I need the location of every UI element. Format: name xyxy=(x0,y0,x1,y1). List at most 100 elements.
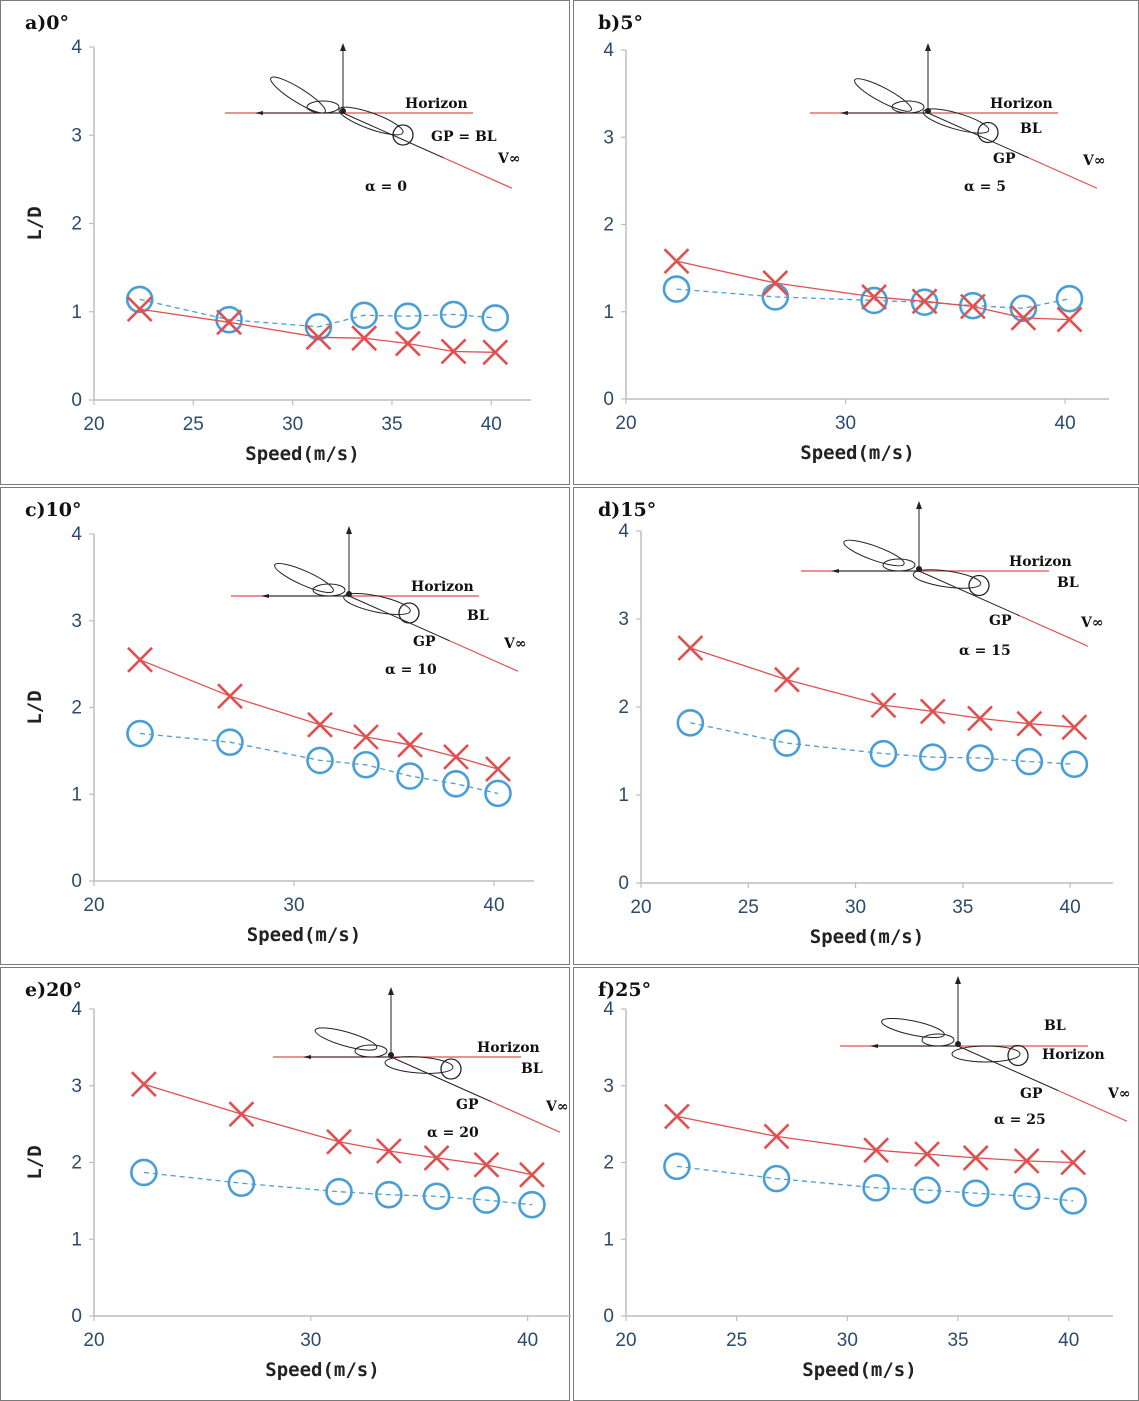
y-tick-label: 0 xyxy=(603,389,614,410)
cross-marker xyxy=(425,1146,449,1170)
panel-title: a)0° xyxy=(25,12,69,34)
y-tick-label: 4 xyxy=(71,524,82,545)
cross-marker xyxy=(486,757,510,781)
y-tick-label: 3 xyxy=(603,1076,614,1097)
circle-marker xyxy=(774,731,799,756)
y-tick-label: 3 xyxy=(603,127,614,148)
chart-svg: 0123420 30 40Speed(m/s)L/De)20°HorizonBLGP… xyxy=(1,968,571,1401)
wing-ellipse xyxy=(921,104,991,138)
cross-marker xyxy=(665,1104,689,1128)
circle-marker xyxy=(664,277,689,302)
ball-icon xyxy=(441,1059,461,1079)
y-axis-label: L/D xyxy=(24,1145,46,1179)
circle-marker xyxy=(444,771,469,796)
cross-marker xyxy=(327,1130,351,1154)
cross-marker xyxy=(921,699,945,723)
diagram-label: V∞ xyxy=(1080,615,1104,631)
attitude-diagram: BL Horizon GP V∞ α = 25 xyxy=(840,976,1131,1128)
circle-marker xyxy=(327,1179,352,1204)
panel-title: c)10° xyxy=(25,499,82,521)
y-axis-label: L/D xyxy=(24,206,46,240)
chart-svg: 0 1 2 3 4 20 25 30 35 40 Speed(m/s) f)25° BL Horizon G… xyxy=(574,968,1139,1401)
body-ellipse xyxy=(355,1045,387,1057)
y-tick-label: 1 xyxy=(71,302,82,323)
diagram-label: Horizon xyxy=(990,96,1053,112)
pivot-dot xyxy=(955,1041,961,1047)
arrow-left-icon xyxy=(261,594,269,598)
diagram-label: α = 25 xyxy=(994,1112,1046,1128)
y-tick-label: 1 xyxy=(603,1229,614,1250)
wing-ellipse xyxy=(272,559,336,598)
panel-title: d)15° xyxy=(598,499,656,521)
diagram-label: V∞ xyxy=(497,151,521,167)
circle-marker xyxy=(483,305,508,330)
x-tick-label: 20 xyxy=(630,897,651,918)
glide-path-line xyxy=(919,571,1019,616)
diagram-label: BL xyxy=(1044,1018,1066,1034)
x-axis-label: Speed(m/s) xyxy=(247,924,361,946)
body-ellipse xyxy=(307,101,339,113)
chart-panel-3: 0 1 2 3 4 20 30 40 Speed(m/s) L/D c)10° Horizon BL GP… xyxy=(0,487,570,965)
pivot-dot xyxy=(388,1052,394,1058)
x-tick-label: 20 xyxy=(615,1330,636,1351)
cross-marker xyxy=(664,249,688,273)
panel-title: e)20° xyxy=(25,979,82,1001)
y-axis-label: L/D xyxy=(24,690,46,724)
wing-ellipse xyxy=(952,1046,1020,1062)
diagram-label: α = 10 xyxy=(385,662,437,678)
cross-marker xyxy=(871,693,895,717)
chart-svg: 0123420 30 40Speed(m/s)L/Dc)10°HorizonBLGP… xyxy=(1,488,571,966)
chart-panel-5: 0 1 2 3 4 20 30 40 Speed(m/s) L/D e)20° Horizon BL GP… xyxy=(0,967,570,1401)
x-tick-label: 25 xyxy=(183,414,204,435)
cross-marker xyxy=(396,332,420,356)
chart-svg: 0123420 25 30 35 40Speed(m/s)d)15°HorizonBLG… xyxy=(574,488,1139,966)
cross-marker xyxy=(678,636,702,660)
diagram-label: α = 0 xyxy=(365,179,407,195)
cross-marker xyxy=(308,713,332,737)
pivot-dot xyxy=(916,566,922,572)
y-tick-label: 2 xyxy=(71,214,82,235)
x-tick-label: 30 xyxy=(283,895,304,916)
y-tick-label: 1 xyxy=(71,1229,82,1250)
airflow-line xyxy=(1019,616,1088,647)
body-ellipse xyxy=(313,584,345,596)
x-tick-label: 40 xyxy=(481,414,502,435)
y-tick-label: 4 xyxy=(618,521,629,542)
arrow-up-icon xyxy=(388,987,394,995)
cross-marker xyxy=(132,1072,156,1096)
chart-panel-2: 0 1 2 3 4 20 30 40 Speed(m/s) b)5° Horizon BL GP V∞ α … xyxy=(573,0,1139,485)
y-tick-label: 0 xyxy=(618,873,629,894)
chart-svg: 0123420 30 40Speed(m/s)b)5°HorizonBLGP V∞α … xyxy=(574,1,1139,486)
cross-marker xyxy=(218,684,242,708)
wing-ellipse xyxy=(342,589,412,619)
diagram-label: BL xyxy=(1020,121,1042,137)
x-tick-label: 40 xyxy=(483,895,504,916)
cross-marker xyxy=(474,1153,498,1177)
wing-ellipse xyxy=(880,1014,946,1041)
arrow-up-icon xyxy=(916,501,922,509)
x-tick-label: 30 xyxy=(835,413,856,434)
circle-marker xyxy=(1057,286,1082,311)
pivot-dot xyxy=(340,108,346,114)
cross-marker xyxy=(128,648,152,672)
diagram-label: GP xyxy=(1020,1086,1043,1102)
cross-marker xyxy=(444,745,468,769)
x-tick-label: 25 xyxy=(738,897,759,918)
y-tick-label: 2 xyxy=(71,1153,82,1174)
x-axis-label: Speed(m/s) xyxy=(802,1359,916,1381)
diagram-label: Horizon xyxy=(1042,1047,1105,1063)
diagram-label: V∞ xyxy=(503,636,527,652)
glide-path-line xyxy=(391,1057,491,1102)
circle-marker xyxy=(424,1184,449,1209)
x-axis-label: Speed(m/s) xyxy=(245,443,359,465)
attitude-diagram: Horizon BL GP V∞ α = 15 xyxy=(801,501,1104,659)
x-tick-label: 35 xyxy=(381,414,402,435)
circle-marker xyxy=(131,1160,156,1185)
y-tick-label: 0 xyxy=(71,871,82,892)
x-tick-label: 30 xyxy=(282,414,303,435)
x-axis-label: Speed(m/s) xyxy=(810,926,924,948)
x-tick-label: 20 xyxy=(83,414,104,435)
attitude-diagram: HorizonBLGP V∞α = 10 xyxy=(231,526,527,678)
attitude-diagram: Horizon GP = BLV∞ α = 0 xyxy=(225,43,521,195)
